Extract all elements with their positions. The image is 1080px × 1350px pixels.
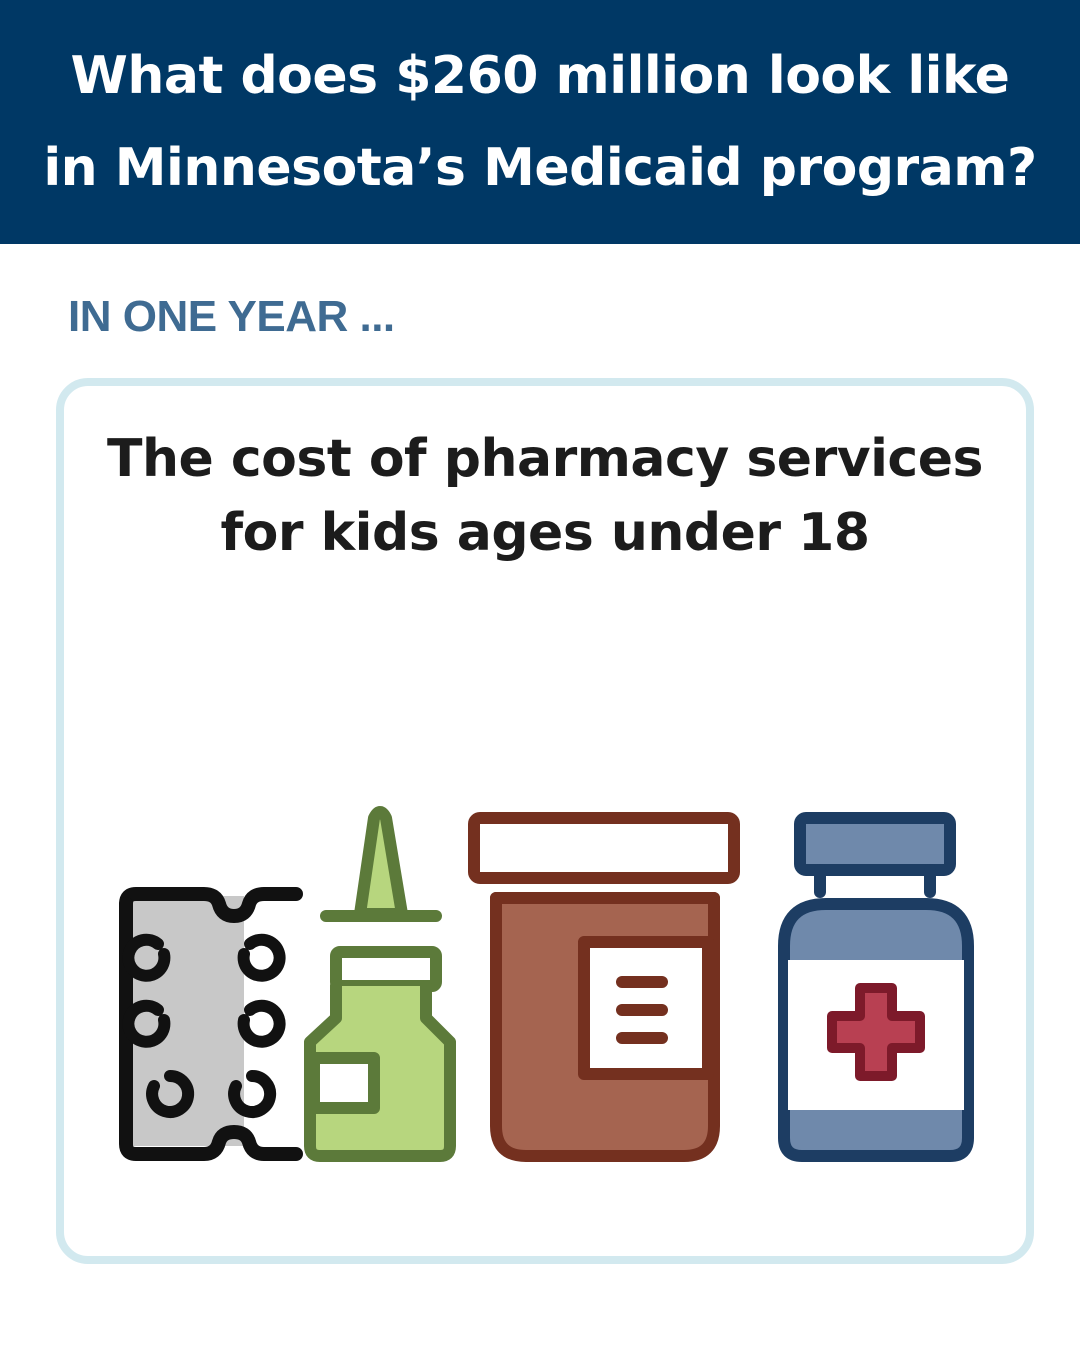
- card-title-line-1: The cost of pharmacy services: [107, 429, 983, 489]
- header-banner: What does $260 million look like in Minn…: [0, 0, 1080, 244]
- card-title-line-2: for kids ages under 18: [220, 503, 870, 563]
- subheading: IN ONE YEAR ...: [68, 292, 395, 341]
- nasal-spray-bottle-icon: [304, 806, 456, 1162]
- page-title: What does $260 million look like in Minn…: [3, 30, 1076, 214]
- page-title-line-2: in Minnesota’s Medicaid program?: [43, 138, 1037, 198]
- pill-blister-pack-icon: [119, 887, 303, 1161]
- info-card: The cost of pharmacy services for kids a…: [56, 378, 1034, 1264]
- card-title: The cost of pharmacy services for kids a…: [64, 422, 1026, 570]
- medicine-bottle-icon: [778, 812, 974, 1162]
- page-title-line-1: What does $260 million look like: [70, 46, 1010, 106]
- pharmacy-icons: [119, 806, 974, 1162]
- medicine-jar-icon: [468, 812, 740, 1162]
